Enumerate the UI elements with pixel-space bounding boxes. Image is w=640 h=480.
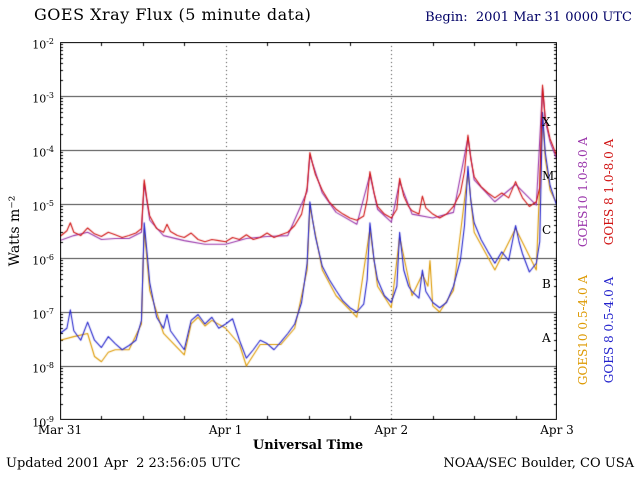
legend-label-goes10-long: GOES10 1.0-8.0 A	[576, 136, 590, 248]
x-tick-label: Apr 2	[374, 423, 409, 437]
begin-timestamp: Begin: 2001 Mar 31 0000 UTC	[425, 10, 632, 25]
flux-class-letter-M: M	[542, 169, 555, 183]
legend-label-goes10-short: GOES10 0.5-4.0 A	[576, 274, 590, 386]
legend-label-goes8-long: GOES 8 1.0-8.0 A	[602, 138, 616, 246]
x-tick-label: Mar 31	[37, 423, 83, 437]
y-tick-label: 10-3	[32, 91, 54, 106]
y-tick-label: 10-6	[32, 253, 54, 268]
y-tick-label: 10-9	[32, 415, 54, 430]
y-tick-label: 10-7	[32, 307, 54, 322]
x-axis-label: Universal Time	[252, 438, 364, 453]
x-tick-label: Apr 1	[208, 423, 243, 437]
y-tick-label: 10-5	[32, 199, 54, 214]
y-tick-label: 10-8	[32, 361, 54, 376]
flux-class-letter-A: A	[542, 331, 551, 345]
source-credit: NOAA/SEC Boulder, CO USA	[443, 456, 634, 471]
legend-label-goes8-short: GOES 8 0.5-4.0 A	[602, 276, 616, 384]
flux-class-letter-X: X	[542, 115, 551, 129]
plot-area	[60, 42, 557, 420]
y-tick-label: 10-4	[32, 145, 54, 160]
x-tick-label: Apr 3	[540, 423, 574, 437]
flux-class-letter-C: C	[542, 223, 552, 237]
chart-title: GOES Xray Flux (5 minute data)	[34, 5, 312, 24]
flux-class-letter-B: B	[542, 277, 551, 291]
y-tick-label: 10-2	[32, 37, 54, 52]
updated-timestamp: Updated 2001 Apr 2 23:56:05 UTC	[6, 456, 241, 471]
